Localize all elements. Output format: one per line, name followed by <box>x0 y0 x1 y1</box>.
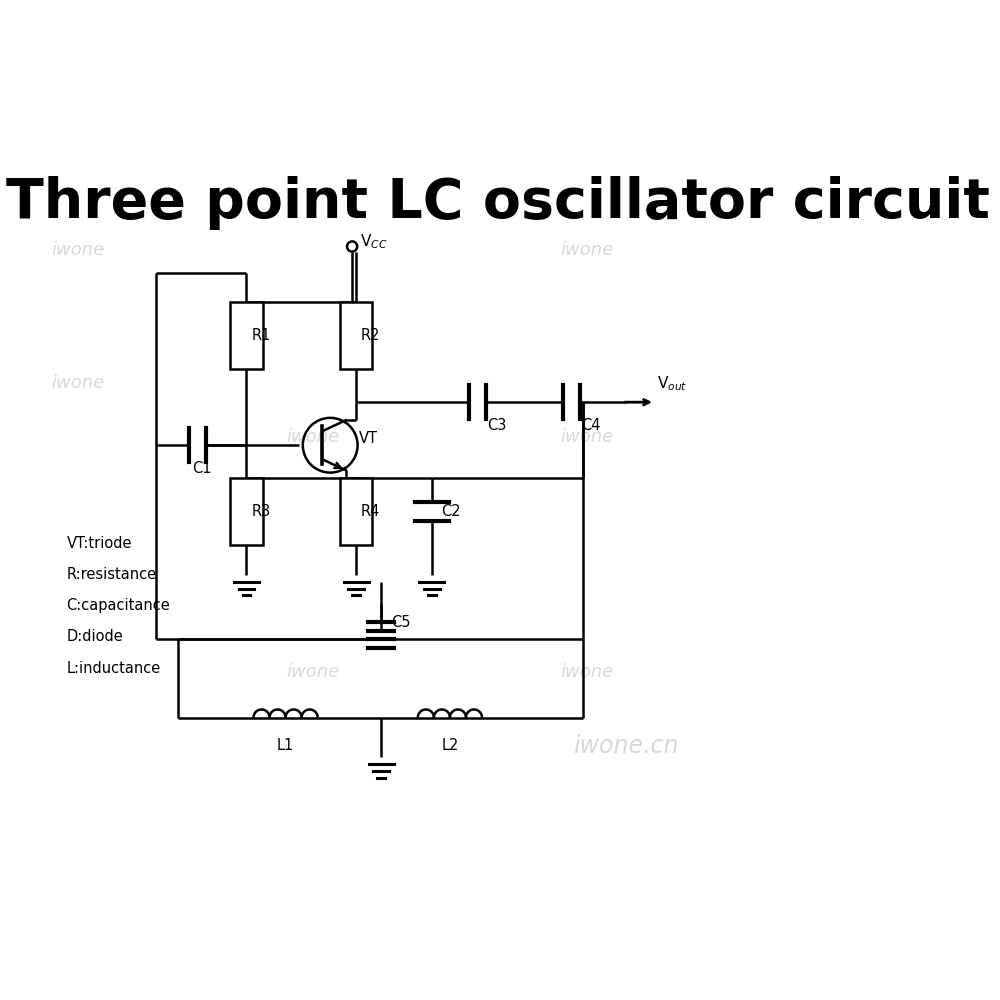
FancyBboxPatch shape <box>340 302 372 369</box>
Text: L1: L1 <box>277 738 294 753</box>
Text: R:resistance: R:resistance <box>67 567 157 582</box>
Text: C2: C2 <box>441 504 461 519</box>
Text: V$_{CC}$: V$_{CC}$ <box>360 232 387 251</box>
FancyBboxPatch shape <box>230 478 263 545</box>
Text: R1: R1 <box>251 328 271 343</box>
FancyBboxPatch shape <box>230 302 263 369</box>
Text: iwone: iwone <box>52 241 105 259</box>
Text: iwone: iwone <box>52 374 105 392</box>
Text: iwone: iwone <box>286 428 340 446</box>
Text: C5: C5 <box>391 615 411 630</box>
Text: V$_{out}$: V$_{out}$ <box>657 374 688 393</box>
Text: iwone: iwone <box>560 428 613 446</box>
Text: L:inductance: L:inductance <box>67 661 161 676</box>
Text: R4: R4 <box>361 504 380 519</box>
Text: L2: L2 <box>441 738 459 753</box>
Text: iwone.cn: iwone.cn <box>573 734 679 758</box>
Text: C:capacitance: C:capacitance <box>67 598 170 613</box>
Text: R2: R2 <box>361 328 380 343</box>
Text: R3: R3 <box>251 504 270 519</box>
Text: VT: VT <box>359 431 378 446</box>
Text: D:diode: D:diode <box>67 629 123 644</box>
Text: C3: C3 <box>487 418 507 433</box>
FancyBboxPatch shape <box>340 478 372 545</box>
Text: iwone: iwone <box>286 663 340 681</box>
Text: iwone: iwone <box>560 241 613 259</box>
Text: iwone: iwone <box>560 663 613 681</box>
Text: VT:triode: VT:triode <box>67 536 132 551</box>
Text: C4: C4 <box>581 418 601 433</box>
Text: Three point LC oscillator circuit: Three point LC oscillator circuit <box>6 176 990 230</box>
Text: C1: C1 <box>192 461 212 476</box>
